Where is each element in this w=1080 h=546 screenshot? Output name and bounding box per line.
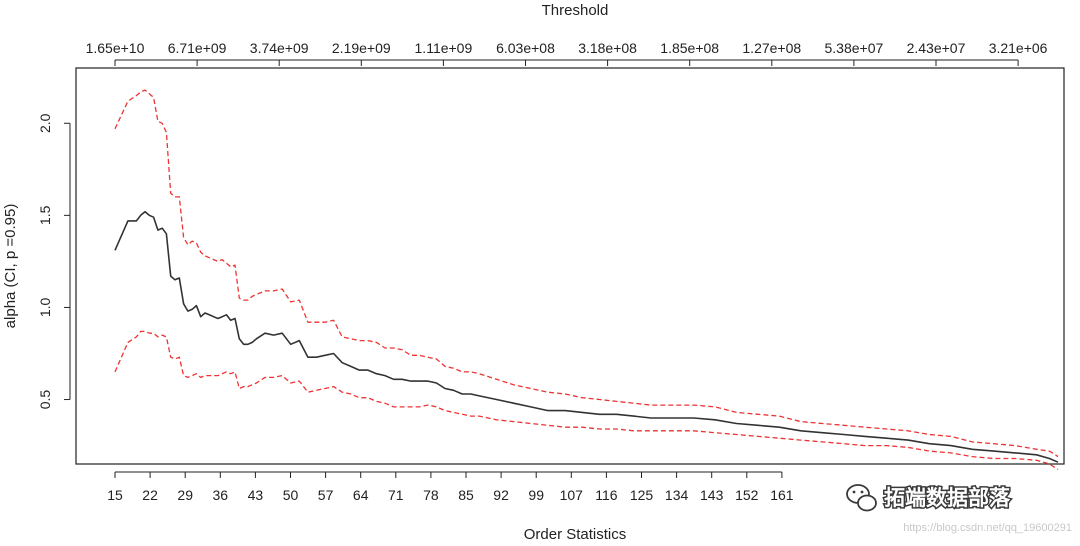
y-tick-label: 0.5 <box>37 390 53 410</box>
series-line-estimate <box>114 210 1059 463</box>
top-tick-label: 1.27e+08 <box>742 40 801 56</box>
y-axis: 0.5 1.0 1.5 2.0 <box>37 113 71 410</box>
x-tick-label: 99 <box>528 487 544 503</box>
watermark-url: https://blog.csdn.net/qq_19600291 <box>903 522 1072 534</box>
top-axis-title: Threshold <box>542 2 609 19</box>
plot-frame <box>75 67 1065 465</box>
x-tick-label: 143 <box>700 487 724 503</box>
top-axis: 1.65e+10 6.71e+09 3.74e+09 2.19e+09 1.11e+09… <box>86 40 1048 66</box>
top-tick-label: 6.03e+08 <box>496 40 555 56</box>
y-tick-label: 2.0 <box>37 113 53 133</box>
x-axis: 15 22 29 36 43 50 57 64 71 78 85 92 99 107 116 125 134 14… <box>107 471 794 503</box>
top-tick-label: 1.65e+10 <box>86 40 145 56</box>
x-tick-label: 85 <box>458 487 474 503</box>
watermark: 拓端数据部落 https://blog.csdn.net/qq_19600291 <box>846 484 1072 534</box>
x-tick-label: 152 <box>735 487 759 503</box>
top-tick-label: 2.43e+07 <box>907 40 966 56</box>
series-layer <box>114 89 1059 471</box>
x-tick-label: 43 <box>248 487 264 503</box>
x-axis-title: Order Statistics <box>524 526 627 543</box>
x-tick-label: 78 <box>423 487 439 503</box>
x-tick-label: 15 <box>107 487 123 503</box>
wechat-icon <box>846 484 877 512</box>
x-tick-label: 161 <box>770 487 794 503</box>
watermark-brand: 拓端数据部落 <box>884 486 1011 510</box>
y-tick-label: 1.0 <box>37 298 53 318</box>
series-line-lower-ci <box>114 330 1059 471</box>
x-tick-label: 125 <box>630 487 654 503</box>
top-tick-label: 1.11e+09 <box>415 40 473 56</box>
y-tick-label: 1.5 <box>37 205 53 225</box>
x-tick-label: 22 <box>142 487 158 503</box>
top-tick-label: 3.18e+08 <box>578 40 637 56</box>
top-tick-label: 5.38e+07 <box>825 40 884 56</box>
x-tick-label: 29 <box>177 487 193 503</box>
x-tick-label: 57 <box>318 487 334 503</box>
top-tick-label: 3.74e+09 <box>250 40 309 56</box>
x-tick-label: 116 <box>595 487 618 503</box>
x-tick-label: 64 <box>353 487 369 503</box>
top-tick-label: 3.21e+06 <box>989 40 1048 56</box>
x-tick-label: 71 <box>388 487 404 503</box>
x-tick-label: 134 <box>665 487 689 503</box>
x-tick-label: 107 <box>560 487 584 503</box>
y-axis-title: alpha (CI, p =0.95) <box>2 204 19 329</box>
x-tick-label: 36 <box>213 487 229 503</box>
top-tick-label: 6.71e+09 <box>168 40 227 56</box>
x-tick-label: 92 <box>493 487 509 503</box>
top-tick-label: 1.85e+08 <box>660 40 719 56</box>
top-tick-label: 2.19e+09 <box>332 40 391 56</box>
series-line-upper-ci <box>114 89 1059 458</box>
x-tick-label: 50 <box>283 487 299 503</box>
